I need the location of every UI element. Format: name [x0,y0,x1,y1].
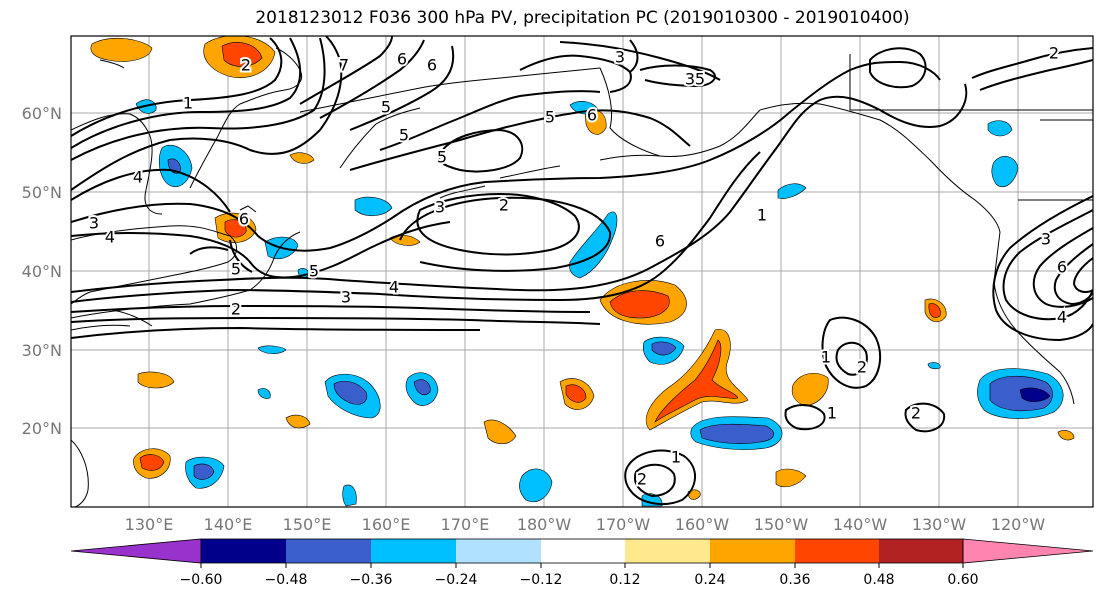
lat-label-60n: 60°N [21,104,62,123]
contour-label: 3 [89,214,99,233]
colorbar-swatch [541,539,625,563]
contour-label: 6 [655,232,665,251]
contour-label: 2 [1049,44,1059,63]
contour-label: 5 [437,148,447,167]
contour-label: 6 [239,210,249,229]
contour-label: 6 [1057,258,1067,277]
colorbar-swatch [879,539,963,563]
contour-label: 1 [757,206,767,225]
colorbar-tick-label: 0.24 [694,572,726,588]
lat-label-30n: 30°N [21,341,62,360]
precipitation-shading [90,36,1075,507]
contour-label: 1 [827,404,837,423]
contour-label: 4 [133,168,143,187]
contour-label: 5 [231,260,241,279]
colorbar-swatch [371,539,456,563]
contour-label: 1 [183,94,193,113]
lon-label-170w: 170°W [595,515,651,534]
contour-label: 4 [133,168,143,187]
lat-label-50n: 50°N [21,183,62,202]
lon-label-170e: 170°E [440,515,490,534]
colorbar-tick-label: 0.48 [863,572,895,588]
pv-contours [71,36,1093,506]
contour-label: 2 [499,196,509,215]
coastlines [71,47,1093,507]
contour-label: 3 [615,48,625,67]
colorbar-swatch [710,539,795,563]
contour-label: 2 [911,404,921,423]
lat-label-40n: 40°N [21,262,62,281]
contour-label: 4 [389,278,399,297]
lon-label-180w: 180°W [516,515,572,534]
map-frame [70,35,1094,508]
lon-label-140e: 140°E [203,515,253,534]
contour-label: 7 [339,56,349,75]
lon-label-150w: 150°W [753,515,809,534]
colorbar-tick-label: 0.12 [609,572,641,588]
colorbar-tick-label: 0.36 [779,572,811,588]
colorbar-tick-label: −0.12 [519,572,563,588]
contour-label: 5 [309,262,319,281]
colorbar-tick-label: −0.36 [349,572,393,588]
colorbar-tick-label: −0.60 [179,572,223,588]
graticule [71,36,1093,507]
contour-label: 2 [857,358,867,377]
contour-label: 3 [1041,230,1051,249]
contour-label: 2 [231,300,241,319]
contour-label: 3 [435,198,445,217]
contour-label: 5 [381,98,391,117]
contour-label: 1 [671,448,681,467]
lon-label-160w: 160°W [674,515,730,534]
map-title: 2018123012 F036 300 hPa PV, precipitatio… [255,8,910,28]
lon-label-150e: 150°E [282,515,332,534]
lon-label-130e: 130°E [124,515,174,534]
contour-label: 1 [821,348,831,367]
contour-label: 5 [545,108,555,127]
contour-label: 6 [397,50,407,69]
colorbar-swatch [456,539,541,563]
contour-label: 2 [637,470,647,489]
contour-label: 6 [427,56,437,75]
contour-label: 4 [105,228,115,247]
colorbar-swatch [625,539,710,563]
lon-label-140w: 140°W [832,515,888,534]
colorbar-swatch [201,539,286,563]
colorbar-tick-label: 0.60 [947,572,979,588]
lon-label-130w: 130°W [911,515,967,534]
contour-label: 5 [695,70,705,89]
colorbar-extend-low [70,538,202,564]
lon-label-160e: 160°E [361,515,411,534]
contour-labels: 2 1 4 3 4 6 7 6 5 5 6 5 3 5 6 5 3 2 6 1 … [87,42,1069,491]
lat-label-20n: 20°N [21,419,62,438]
colorbar-tick-label: −0.48 [264,572,308,588]
contour-label: 2 [241,56,251,75]
contour-label: 3 [341,288,351,307]
contour-label: 4 [1057,308,1067,327]
colorbar-swatch [795,539,879,563]
colorbar-swatch [286,539,371,563]
contour-label: 5 [399,126,409,145]
contour-label: 3 [685,70,695,89]
lon-label-120w: 120°W [990,515,1046,534]
colorbar-tick-label: −0.24 [434,572,478,588]
colorbar [70,538,1094,568]
contour-label: 6 [587,106,597,125]
colorbar-extend-high [962,538,1094,564]
